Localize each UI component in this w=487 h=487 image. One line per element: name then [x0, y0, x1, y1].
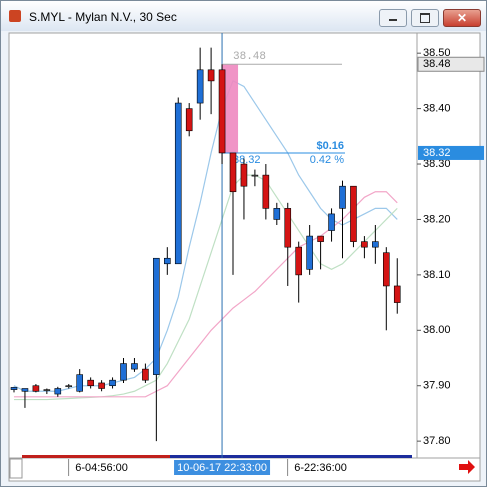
candle-body: [317, 235, 324, 242]
y-tick-label: 37.90: [423, 380, 451, 392]
x-label-highlight: [174, 460, 271, 475]
candle-body: [120, 363, 127, 381]
candle-body: [174, 102, 182, 265]
maximize-button[interactable]: [411, 9, 439, 27]
measure-percent: 0.42 %: [310, 154, 344, 166]
candle-body: [372, 241, 379, 248]
candle-body: [32, 385, 40, 392]
x-tick-label: 6-22:36:00: [294, 462, 347, 474]
close-button[interactable]: ✕: [443, 9, 481, 27]
candle-body: [262, 174, 270, 209]
candle-body: [153, 257, 160, 375]
candle-body: [87, 379, 94, 387]
y-tick-label: 38.10: [423, 269, 451, 281]
candle-body: [196, 69, 204, 104]
x-tick-label: 10-06-17 22:33:00: [177, 462, 267, 474]
candle-body: [339, 185, 346, 209]
candle-body: [393, 285, 401, 303]
app-icon: [9, 10, 21, 22]
candle-body: [43, 389, 51, 391]
candle-body: [382, 252, 390, 287]
window-title: S.MYL - Mylan N.V., 30 Sec: [29, 10, 177, 24]
y-tick-label: 38.30: [423, 158, 451, 170]
candle-body: [54, 388, 62, 395]
candle-body: [251, 174, 259, 177]
minimize-button[interactable]: [379, 9, 407, 27]
candle-body: [240, 163, 248, 187]
candle-body: [273, 208, 281, 220]
y-tick-label: 38.40: [423, 103, 451, 115]
measure-box: [222, 64, 239, 153]
candle-body: [229, 152, 237, 193]
candle-body: [185, 108, 193, 132]
candle-body: [21, 388, 29, 392]
candle-body: [98, 382, 105, 389]
candle-body: [10, 387, 18, 390]
candle-body: [207, 69, 215, 82]
y-tick-label: 38.50: [423, 47, 451, 59]
measure-change: $0.16: [316, 140, 344, 152]
moving-average: [14, 174, 398, 401]
candle-body: [361, 241, 368, 248]
session-bar: [170, 455, 412, 458]
x-tick-label: 6-04:56:00: [75, 462, 128, 474]
candle-body: [328, 213, 335, 231]
session-bar: [22, 455, 170, 458]
candle-body: [295, 246, 303, 276]
candle-body: [109, 379, 116, 387]
candle-body: [164, 257, 171, 265]
price-tag: [417, 56, 485, 72]
measure-start-label: 38.48: [233, 51, 266, 63]
price-tag-label: 38.32: [423, 147, 451, 159]
y-tick-label: 38.20: [423, 213, 451, 225]
candle-body: [65, 385, 73, 388]
candle-body: [142, 368, 149, 381]
title-bar: S.MYL - Mylan N.V., 30 Sec ✕: [1, 1, 486, 31]
candle-body: [350, 185, 357, 242]
price-tag-label: 38.48: [423, 58, 451, 70]
scroll-arrow[interactable]: [459, 460, 475, 474]
candle-body: [218, 69, 226, 154]
candle-body: [131, 363, 138, 370]
price-tag: [418, 145, 484, 160]
candle-body: [306, 235, 313, 270]
measure-end-label: 38.32: [233, 154, 261, 166]
y-tick-label: 38.00: [423, 324, 451, 336]
candle-body: [284, 208, 292, 248]
candle-body: [76, 374, 83, 392]
y-tick-label: 37.80: [423, 435, 451, 447]
chart-frame: [8, 32, 481, 482]
scroll-box[interactable]: [9, 458, 23, 479]
